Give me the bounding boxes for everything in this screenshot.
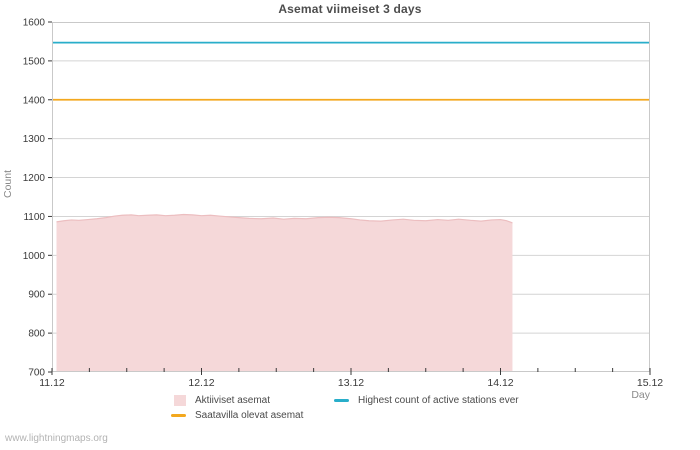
y-tick-label: 1300 xyxy=(23,134,46,145)
legend-swatch-box xyxy=(168,394,186,406)
line-swatch-icon xyxy=(171,413,186,417)
legend-swatch-box xyxy=(331,398,349,402)
active-stations-edge xyxy=(56,213,513,224)
y-tick-label: 1600 xyxy=(23,18,46,29)
y-tick-label: 1200 xyxy=(23,173,46,184)
x-axis-title: Day xyxy=(631,389,650,401)
y-tick-label: 1000 xyxy=(23,251,46,262)
chart-plot-area: 700 800 900 1000 1100 1200 1300 1400 1500 1600 11.… xyxy=(23,18,664,390)
y-tick-label: 1400 xyxy=(23,95,46,106)
legend-item-available-stations: Saatavilla olevat asemat xyxy=(168,408,331,422)
y-tick-label: 1100 xyxy=(23,212,45,223)
x-tick-label: 14.12 xyxy=(487,377,513,389)
x-tick-label: 13.12 xyxy=(338,377,364,389)
chart-title: Asemat viimeiset 3 days xyxy=(278,2,422,16)
x-tick-label: 12.12 xyxy=(188,377,214,389)
legend-label: Aktiiviset asemat xyxy=(195,394,271,406)
x-tick-label: 15.12 xyxy=(637,377,663,389)
y-tick-label: 900 xyxy=(28,290,45,301)
chart-legend: Aktiiviset asemat Highest count of activ… xyxy=(168,393,519,422)
y-tick-label: 1500 xyxy=(23,56,46,67)
legend-item-highest-count: Highest count of active stations ever xyxy=(331,393,519,407)
active-stations-area xyxy=(56,214,513,372)
legend-swatch-box xyxy=(168,413,186,417)
line-swatch-icon xyxy=(334,398,349,402)
watermark-url: www.lightningmaps.org xyxy=(5,433,108,444)
y-axis-title: Count xyxy=(2,169,14,199)
legend-label: Saatavilla olevat asemat xyxy=(195,409,304,421)
y-tick-label: 800 xyxy=(28,329,45,340)
y-tick-label: 700 xyxy=(28,368,45,379)
legend-item-active-stations: Aktiiviset asemat xyxy=(168,393,331,407)
legend-label: Highest count of active stations ever xyxy=(358,394,519,406)
area-swatch-icon xyxy=(174,394,186,406)
x-tick-label: 11.12 xyxy=(39,377,65,389)
